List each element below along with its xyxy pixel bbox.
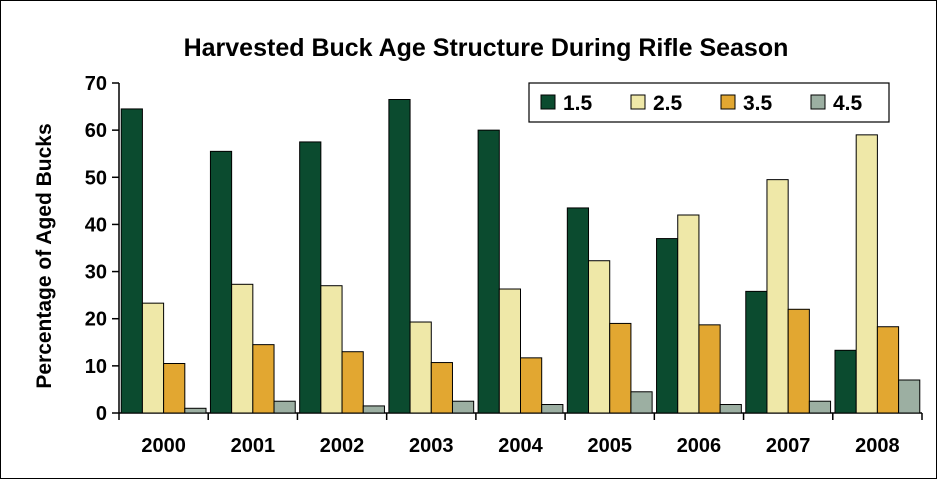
- bar-2-5-2005: [588, 260, 611, 414]
- y-tick-label: 30: [85, 262, 107, 284]
- x-tick-label: 2004: [498, 435, 543, 457]
- bar-2-5-2002: [320, 285, 343, 414]
- bar-4-5-2005: [630, 391, 653, 414]
- x-tick-label: 2000: [141, 435, 186, 457]
- legend-swatch-1-5: [540, 94, 556, 110]
- bar-4-5-2003: [451, 400, 475, 414]
- bar-3-5-2005: [609, 322, 632, 414]
- y-tick-label: 20: [85, 309, 107, 331]
- bar-4-5-2006: [719, 404, 742, 414]
- bar-1-5-2007: [745, 290, 768, 414]
- bar-1-5-2002: [299, 141, 322, 414]
- x-tick-label: 2006: [677, 435, 722, 457]
- legend-label-1-5: 1.5: [563, 92, 593, 115]
- y-tick-label: 70: [85, 73, 107, 95]
- bar-2-5-2000: [141, 302, 165, 414]
- bar-2-5-2008: [855, 134, 878, 414]
- bar-4-5-2007: [808, 400, 832, 414]
- bar-2-5-2001: [231, 283, 254, 414]
- bar-2-5-2006: [677, 214, 700, 414]
- bar-2-5-2004: [498, 288, 521, 414]
- bar-3-5-2003: [430, 362, 453, 414]
- y-axis-label: Percentage of Aged Bucks: [33, 123, 56, 388]
- bar-3-5-2001: [252, 344, 275, 414]
- bar-2-5-2003: [409, 321, 432, 414]
- x-tick-label: 2001: [231, 435, 276, 457]
- y-tick-label: 60: [85, 120, 107, 142]
- legend-label-2-5: 2.5: [653, 92, 683, 115]
- bar-3-5-2004: [520, 357, 543, 414]
- bar-4-5-2002: [362, 405, 385, 414]
- bar-3-5-2002: [341, 351, 364, 414]
- chart-title: Harvested Buck Age Structure During Rifl…: [184, 34, 789, 62]
- bar-3-5-2008: [876, 326, 900, 414]
- x-tick-label: 2003: [409, 435, 454, 457]
- legend-label-4-5: 4.5: [833, 92, 863, 115]
- bar-1-5-2001: [209, 150, 233, 414]
- y-tick-label: 40: [85, 214, 107, 236]
- legend-label-3-5: 3.5: [743, 92, 773, 115]
- legend-swatch-3-5: [720, 94, 736, 110]
- x-tick-label: 2007: [766, 435, 811, 457]
- bar-1-5-2004: [477, 129, 500, 414]
- y-tick-label: 50: [85, 167, 107, 189]
- bar-4-5-2004: [541, 404, 564, 414]
- bar-1-5-2000: [120, 108, 143, 414]
- x-tick-label: 2008: [855, 435, 900, 457]
- bar-3-5-2006: [698, 324, 721, 414]
- plot-area: 0 10 20 30 40 50 60 70 2000 2001 2002 2003 2004 2005 2…: [85, 73, 923, 457]
- bar-1-5-2006: [656, 238, 679, 414]
- bar-1-5-2008: [834, 349, 857, 414]
- bar-1-5-2005: [566, 207, 590, 414]
- legend: 1.5 2.5 3.5 4.5: [528, 82, 890, 123]
- y-tick-label: 10: [85, 356, 107, 378]
- bar-4-5-2001: [273, 400, 296, 414]
- x-tick-label: 2002: [320, 435, 365, 457]
- y-tick-label: 0: [96, 403, 107, 425]
- bar-4-5-2000: [184, 407, 207, 414]
- bar-3-5-2000: [163, 363, 186, 414]
- bar-1-5-2003: [388, 99, 411, 414]
- legend-box: [528, 82, 890, 123]
- legend-swatch-2-5: [630, 94, 646, 110]
- bar-4-5-2008: [898, 379, 921, 414]
- bar-3-5-2007: [787, 308, 810, 414]
- x-tick-label: 2005: [587, 435, 632, 457]
- legend-swatch-4-5: [810, 94, 826, 110]
- bar-2-5-2007: [766, 179, 789, 414]
